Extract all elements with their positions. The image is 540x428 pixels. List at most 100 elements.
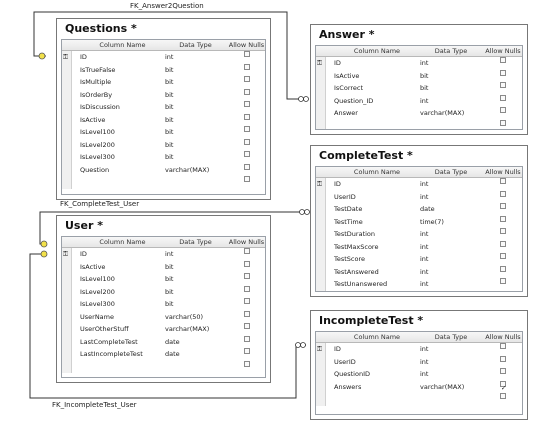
table-row[interactable]: IsLevel300 bit bbox=[62, 298, 265, 311]
allow-nulls-checkbox[interactable] bbox=[500, 343, 506, 349]
row-selector-gutter[interactable] bbox=[62, 51, 72, 189]
table-questions[interactable]: Questions * Column Name Data Type Allow Nul… bbox=[56, 18, 271, 200]
table-row[interactable]: Answer varchar(MAX) bbox=[316, 107, 522, 120]
allow-nulls-checkbox[interactable] bbox=[500, 203, 506, 209]
allow-nulls-checkbox[interactable] bbox=[243, 138, 250, 145]
table-row[interactable]: TestDate date bbox=[316, 203, 522, 216]
allow-nulls-checkbox[interactable] bbox=[500, 69, 506, 76]
table-row[interactable]: ⚿ ID int bbox=[316, 178, 522, 191]
allow-nulls-checkbox[interactable] bbox=[500, 228, 506, 234]
table-row[interactable]: IsActive bit bbox=[62, 113, 265, 127]
row-selector-gutter[interactable] bbox=[316, 57, 326, 129]
table-row[interactable]: LastCompleteTest date bbox=[62, 335, 265, 349]
allow-nulls-checkbox[interactable] bbox=[243, 285, 250, 292]
allow-nulls-checkbox[interactable] bbox=[500, 190, 506, 197]
allow-nulls-checkbox[interactable] bbox=[243, 248, 250, 254]
table-completetest[interactable]: CompleteTest * Column Name Data Type Allow … bbox=[310, 145, 528, 297]
row-selector-gutter[interactable] bbox=[316, 343, 326, 406]
table-row[interactable]: Question_ID int bbox=[316, 94, 522, 108]
table-row[interactable]: IsLevel100 bit bbox=[62, 126, 265, 139]
allow-nulls-checkbox[interactable] bbox=[500, 94, 506, 101]
allow-nulls-checkbox[interactable] bbox=[500, 119, 506, 126]
allow-nulls-checkbox[interactable] bbox=[243, 51, 250, 57]
allow-nulls-checkbox[interactable] bbox=[243, 360, 250, 367]
allow-nulls-checkbox[interactable] bbox=[500, 57, 506, 63]
allow-nulls-checkbox[interactable] bbox=[243, 176, 250, 182]
allow-nulls-checkbox[interactable] bbox=[500, 215, 506, 222]
allow-nulls-checkbox[interactable] bbox=[243, 348, 250, 354]
allow-nulls-checkbox[interactable] bbox=[243, 260, 250, 267]
allow-nulls-checkbox[interactable]: ✓ bbox=[500, 380, 506, 392]
table-incompletetest[interactable]: IncompleteTest * Column Name Data Type Allo… bbox=[310, 310, 528, 420]
allow-nulls-checkbox[interactable] bbox=[500, 107, 506, 113]
allow-nulls-checkbox[interactable] bbox=[243, 310, 250, 317]
table-row[interactable]: UserName varchar(50) bbox=[62, 310, 265, 324]
table-row[interactable]: TestScore int bbox=[316, 253, 522, 266]
table-row[interactable]: IsLevel100 bit bbox=[62, 273, 265, 286]
allow-nulls-checkbox[interactable] bbox=[243, 101, 250, 107]
table-row[interactable]: IsActive bit bbox=[316, 69, 522, 83]
row-selector-gutter[interactable] bbox=[316, 178, 326, 291]
table-row[interactable]: IsLevel200 bit bbox=[62, 285, 265, 299]
allow-nulls-checkbox[interactable] bbox=[243, 298, 250, 304]
table-row[interactable]: UserOtherStuff varchar(MAX) bbox=[62, 323, 265, 336]
allow-nulls-checkbox[interactable] bbox=[500, 278, 506, 284]
table-user[interactable]: User * Column Name Data Type Allow Nulls ⚿ ID… bbox=[56, 215, 271, 383]
table-row[interactable]: TestAnswered int bbox=[316, 265, 522, 279]
table-row[interactable]: IsOrderBy bit bbox=[62, 88, 265, 102]
table-row[interactable]: IsDiscussion bit bbox=[62, 101, 265, 114]
allow-nulls-checkbox[interactable] bbox=[243, 126, 250, 132]
table-row[interactable]: QuestionID int bbox=[316, 368, 522, 381]
allow-nulls-checkbox[interactable] bbox=[500, 290, 506, 291]
table-row[interactable]: TestMaxScore int bbox=[316, 240, 522, 254]
table-row[interactable]: Question varchar(MAX) bbox=[62, 163, 265, 177]
table-row-empty[interactable] bbox=[316, 393, 522, 406]
table-row[interactable]: UserID int bbox=[316, 355, 522, 369]
allow-nulls-checkbox[interactable] bbox=[243, 113, 250, 120]
allow-nulls-checkbox[interactable] bbox=[243, 335, 250, 342]
table-row[interactable]: TestDuration int bbox=[316, 228, 522, 241]
allow-nulls-checkbox[interactable] bbox=[500, 240, 506, 247]
table-title[interactable]: CompleteTest * bbox=[319, 149, 413, 162]
allow-nulls-checkbox[interactable] bbox=[243, 151, 250, 157]
table-row[interactable]: ⚿ ID int bbox=[316, 57, 522, 70]
table-row[interactable]: IsTrueFalse bit bbox=[62, 63, 265, 77]
column-name-header: Column Name bbox=[353, 47, 401, 55]
table-row[interactable]: UserID int bbox=[316, 190, 522, 204]
table-row[interactable]: IsLevel200 bit bbox=[62, 138, 265, 152]
allow-nulls-checkbox[interactable] bbox=[500, 355, 506, 362]
allow-nulls-checkbox[interactable] bbox=[243, 323, 250, 329]
table-row[interactable]: TestUnanswered int bbox=[316, 278, 522, 291]
allow-nulls-checkbox[interactable] bbox=[500, 265, 506, 272]
table-row[interactable]: IsCorrect bit bbox=[316, 82, 522, 95]
table-row[interactable]: IsLevel300 bit bbox=[62, 151, 265, 164]
table-row-empty[interactable] bbox=[316, 119, 522, 130]
table-row[interactable]: ⚿ ID int bbox=[62, 51, 265, 64]
table-title[interactable]: Answer * bbox=[319, 28, 375, 41]
table-answer[interactable]: Answer * Column Name Data Type Allow Nulls ⚿… bbox=[310, 24, 528, 135]
table-row[interactable]: TestTime time(7) bbox=[316, 215, 522, 229]
allow-nulls-checkbox[interactable] bbox=[500, 253, 506, 259]
allow-nulls-checkbox[interactable] bbox=[243, 76, 250, 82]
allow-nulls-checkbox[interactable] bbox=[500, 368, 506, 374]
table-title[interactable]: User * bbox=[65, 219, 103, 232]
table-row[interactable]: IsMultiple bit bbox=[62, 76, 265, 89]
table-row[interactable]: IsActive bit bbox=[62, 260, 265, 274]
table-title[interactable]: IncompleteTest * bbox=[319, 314, 424, 327]
table-row-empty[interactable] bbox=[316, 290, 522, 291]
table-row-empty[interactable] bbox=[62, 176, 265, 189]
allow-nulls-checkbox[interactable] bbox=[500, 82, 506, 88]
allow-nulls-checkbox[interactable] bbox=[243, 163, 250, 170]
allow-nulls-checkbox[interactable] bbox=[500, 178, 506, 184]
table-title[interactable]: Questions * bbox=[65, 22, 137, 35]
table-row-empty[interactable] bbox=[62, 360, 265, 374]
table-row[interactable]: ⚿ ID int bbox=[316, 343, 522, 356]
allow-nulls-checkbox[interactable] bbox=[243, 88, 250, 95]
table-row[interactable]: Answers varchar(MAX) ✓ bbox=[316, 380, 522, 394]
allow-nulls-checkbox[interactable] bbox=[243, 273, 250, 279]
allow-nulls-checkbox[interactable] bbox=[243, 63, 250, 70]
table-row[interactable]: ⚿ ID int bbox=[62, 248, 265, 261]
table-row[interactable]: LastIncompleteTest date bbox=[62, 348, 265, 361]
row-selector-gutter[interactable] bbox=[62, 248, 72, 373]
allow-nulls-checkbox[interactable] bbox=[500, 393, 506, 399]
